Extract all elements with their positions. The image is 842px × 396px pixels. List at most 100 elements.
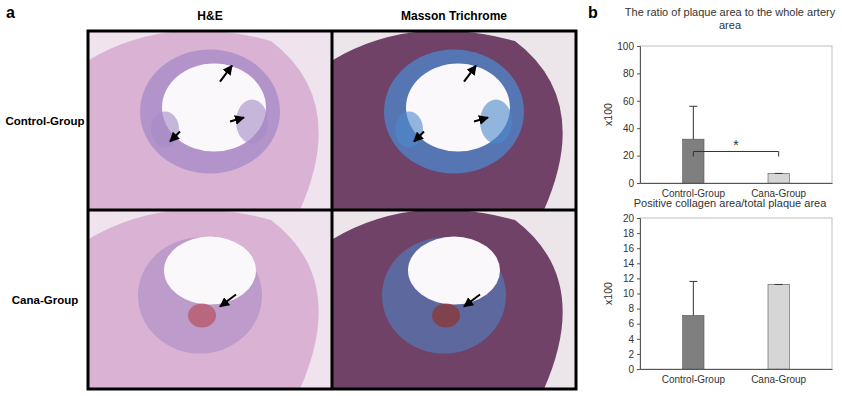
vessel-wall bbox=[384, 50, 524, 174]
panel-label: b bbox=[588, 4, 598, 21]
error-bar bbox=[689, 281, 697, 315]
y-tick: 60 bbox=[623, 96, 640, 107]
column-header: Masson Trichrome bbox=[401, 9, 507, 23]
tick-label: 20 bbox=[623, 213, 635, 224]
chart-title-line: area bbox=[719, 19, 742, 31]
axis-line bbox=[637, 47, 641, 184]
tick-label: 2 bbox=[628, 349, 634, 360]
error-bar-cap bbox=[775, 173, 783, 174]
plaque bbox=[188, 304, 216, 328]
chart-title-line: Positive collagen area/total plaque area bbox=[634, 197, 828, 209]
y-tick: 0 bbox=[628, 364, 640, 375]
tick-label: 12 bbox=[623, 273, 635, 284]
tick-mark bbox=[637, 324, 640, 325]
axis-line bbox=[641, 369, 833, 370]
error-bar-stem bbox=[693, 281, 694, 315]
chart-title: The ratio of plaque area to the whole ar… bbox=[625, 6, 836, 31]
tick-mark bbox=[637, 354, 640, 355]
tick-mark bbox=[637, 294, 640, 295]
tick-mark bbox=[637, 156, 640, 157]
panel-label: a bbox=[6, 4, 15, 21]
significance-label: * bbox=[733, 137, 739, 153]
error-bar-stem bbox=[693, 106, 694, 139]
bar bbox=[768, 284, 789, 369]
histology-image bbox=[332, 31, 576, 210]
tick-label: 18 bbox=[623, 228, 635, 239]
axis-line bbox=[637, 219, 641, 370]
tick-label: Control-Group bbox=[662, 374, 726, 385]
x-axis: Control-Group Cana-Group bbox=[641, 369, 833, 385]
bar-chart: Positive collagen area/total plaque area… bbox=[602, 197, 833, 385]
tick-mark bbox=[637, 248, 640, 249]
vessel-wall bbox=[138, 238, 262, 354]
image-grid-line bbox=[88, 209, 576, 212]
plot-frame bbox=[640, 46, 832, 183]
row-header: Cana-Group bbox=[12, 294, 78, 306]
y-tick: 80 bbox=[623, 68, 640, 79]
tick-label: 8 bbox=[628, 303, 634, 314]
tissue bbox=[332, 31, 563, 210]
arrow bbox=[474, 118, 488, 122]
x-tick: Cana-Group bbox=[751, 369, 806, 385]
bar-chart: The ratio of plaque area to the whole ar… bbox=[602, 6, 836, 199]
y-tick: 18 bbox=[623, 228, 640, 239]
tick-label: Cana-Group bbox=[751, 374, 806, 385]
tissue bbox=[88, 210, 319, 389]
image-grid-frame bbox=[88, 31, 576, 389]
error-bar-cap bbox=[775, 284, 783, 285]
tick-label: 40 bbox=[623, 123, 635, 134]
error-bar bbox=[775, 284, 783, 285]
tick-label: 6 bbox=[628, 318, 634, 329]
tick-label: 20 bbox=[623, 150, 635, 161]
histology-image bbox=[88, 31, 332, 210]
y-tick: 20 bbox=[623, 150, 640, 161]
bar bbox=[683, 139, 704, 183]
vessel-wall bbox=[140, 50, 280, 174]
row-header: Control-Group bbox=[5, 115, 84, 127]
tick-label: 16 bbox=[623, 243, 635, 254]
y-axis: 02468101214161820 bbox=[623, 213, 641, 375]
error-bar bbox=[775, 173, 783, 174]
tick-mark bbox=[637, 128, 640, 129]
plaque bbox=[432, 304, 460, 328]
y-tick: 16 bbox=[623, 243, 640, 254]
plot-marks bbox=[683, 106, 790, 183]
x-tick: Control-Group bbox=[662, 369, 726, 385]
plaque bbox=[395, 112, 423, 148]
vessel-wall bbox=[382, 238, 506, 354]
tick-mark bbox=[637, 46, 640, 47]
plot-marks bbox=[683, 281, 790, 369]
arrow bbox=[464, 295, 480, 307]
plot-frame bbox=[640, 218, 832, 369]
y-axis-label: x100 bbox=[602, 282, 614, 305]
plaque bbox=[151, 112, 179, 148]
y-tick: 6 bbox=[628, 318, 640, 329]
y-tick: 40 bbox=[623, 123, 640, 134]
tick-label: 0 bbox=[628, 364, 634, 375]
error-bar-cap bbox=[689, 106, 697, 107]
bar bbox=[768, 173, 789, 183]
tick-mark bbox=[637, 263, 640, 264]
tick-label: 60 bbox=[623, 96, 635, 107]
tick-label: 14 bbox=[623, 258, 635, 269]
tick-mark bbox=[637, 183, 640, 184]
tick-mark bbox=[637, 278, 640, 279]
y-tick: 2 bbox=[628, 349, 640, 360]
bar bbox=[683, 315, 704, 369]
y-axis: 020406080100 bbox=[617, 41, 640, 189]
arrow bbox=[220, 66, 232, 82]
plaque bbox=[236, 100, 268, 144]
y-axis-label: x100 bbox=[602, 103, 614, 126]
y-tick: 20 bbox=[623, 213, 640, 224]
tick-mark bbox=[637, 101, 640, 102]
tick-mark bbox=[637, 73, 640, 74]
tick-mark bbox=[637, 309, 640, 310]
tick-mark bbox=[637, 339, 640, 340]
arrow bbox=[464, 66, 476, 82]
arrow bbox=[220, 295, 236, 307]
column-header: H&E bbox=[197, 9, 222, 23]
tick-label: 0 bbox=[628, 178, 634, 189]
tick-label: 10 bbox=[623, 288, 635, 299]
tick-mark bbox=[637, 218, 640, 219]
axis-line bbox=[641, 183, 833, 184]
